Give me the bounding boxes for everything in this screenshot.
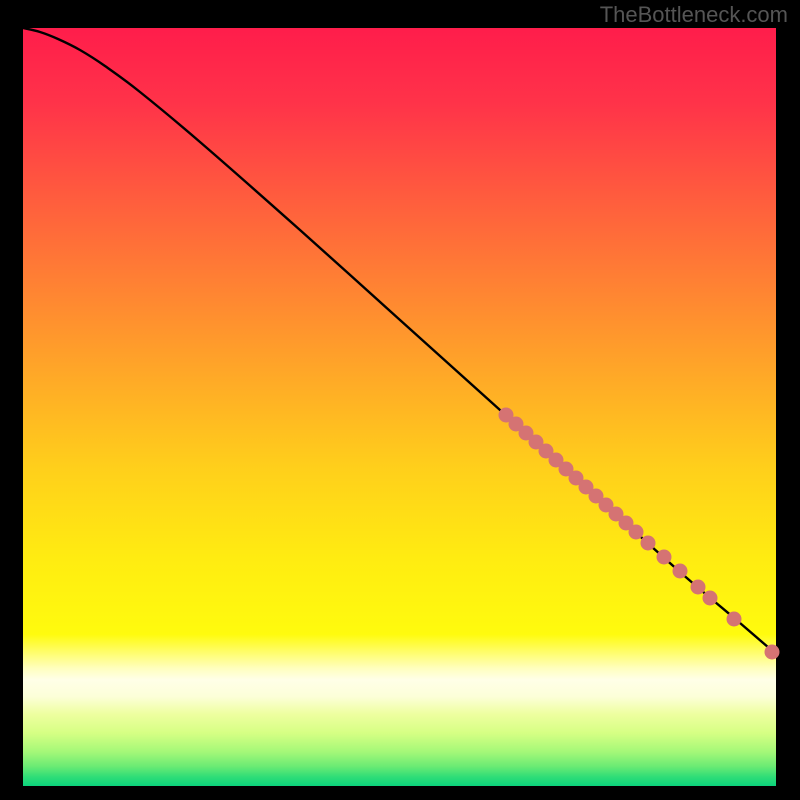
data-point [727, 612, 742, 627]
gradient-chart [0, 0, 800, 800]
data-point [691, 580, 706, 595]
data-point [629, 525, 644, 540]
data-point [765, 645, 780, 660]
data-point [641, 536, 656, 551]
data-point [703, 591, 718, 606]
attribution-label: TheBottleneck.com [600, 2, 788, 28]
data-point [657, 550, 672, 565]
data-point [673, 564, 688, 579]
chart-container: { "attribution": "TheBottleneck.com", "a… [0, 0, 800, 800]
plot-background [23, 28, 776, 786]
